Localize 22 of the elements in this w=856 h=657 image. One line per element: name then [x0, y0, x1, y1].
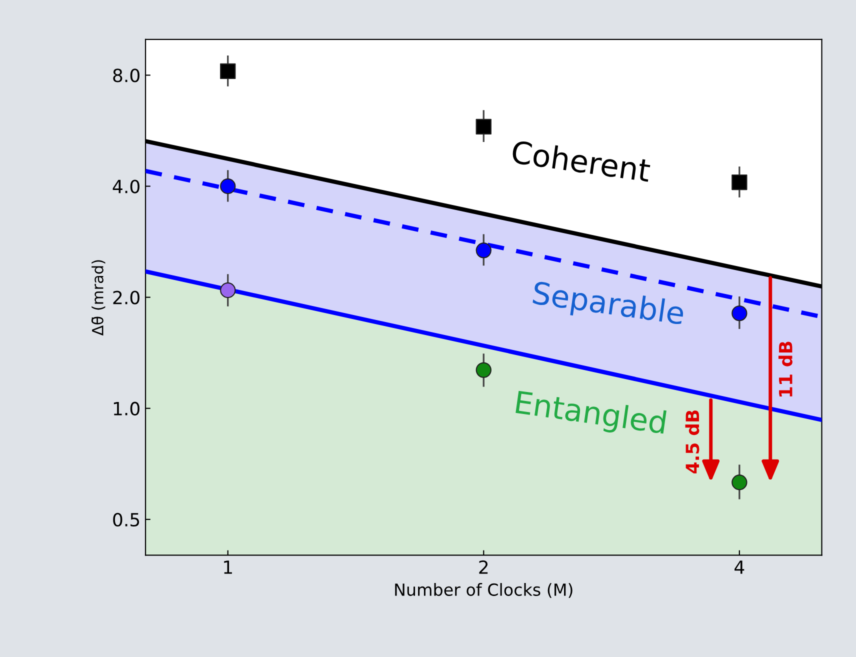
annotation: 11 dB — [778, 342, 792, 397]
y-tick-label: 1.0 — [114, 402, 140, 416]
y-tick-label: 4.0 — [112, 180, 140, 194]
point — [732, 305, 748, 322]
y-tick-label: 2.0 — [113, 290, 140, 304]
x-tick-label: 4 — [734, 560, 744, 574]
x-axis-title: Number of Clocks (M) — [395, 583, 572, 598]
annotation: Coherent — [511, 140, 652, 182]
point — [476, 118, 492, 135]
annotation: 4.5 dB — [685, 410, 700, 474]
point — [220, 178, 236, 194]
point — [732, 174, 748, 190]
point — [220, 63, 236, 80]
annotation: Entangled — [514, 390, 666, 440]
y-tick-label: 8.0 — [113, 68, 140, 82]
point — [476, 242, 492, 258]
point — [220, 282, 236, 298]
x-tick-label: 2 — [479, 560, 488, 574]
y-tick-label: 0.5 — [113, 512, 140, 527]
x-tick-label: 1 — [224, 560, 232, 574]
annotation: Separable — [532, 280, 685, 331]
y-axis-title: Δθ̄ (mrad) — [91, 260, 106, 336]
